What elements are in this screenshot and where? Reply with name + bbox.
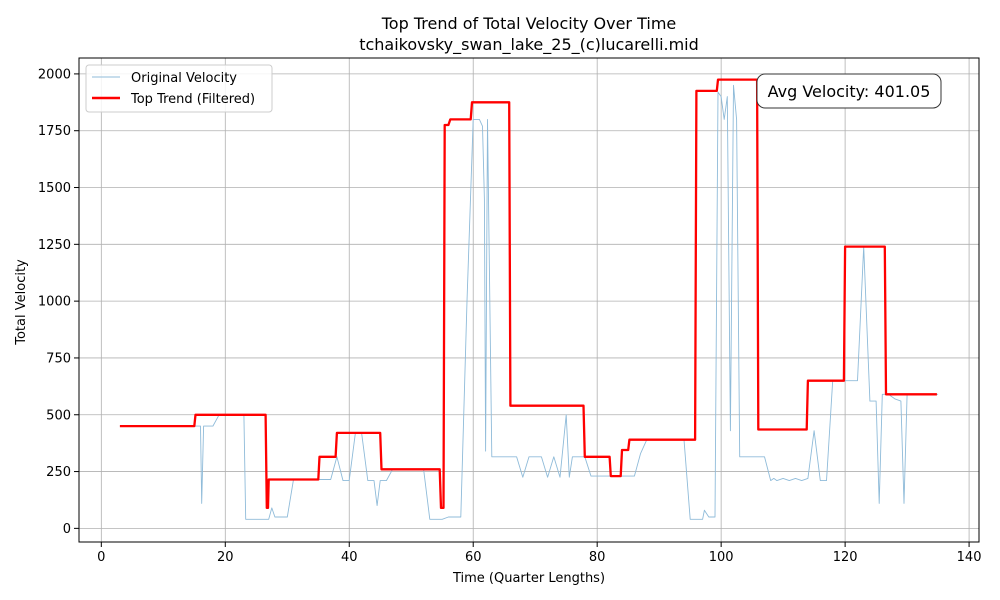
x-tick-label: 20: [217, 550, 234, 565]
x-tick-label: 80: [589, 550, 606, 565]
avg-annotation-text: Avg Velocity: 401.05: [768, 82, 931, 101]
legend-label-trend: Top Trend (Filtered): [130, 92, 255, 107]
x-tick-label: 100: [709, 550, 734, 565]
legend-label-original: Original Velocity: [131, 71, 237, 86]
y-tick-label: 0: [63, 522, 71, 537]
x-tick-label: 120: [833, 550, 858, 565]
chart-subtitle: tchaikovsky_swan_lake_25_(c)lucarelli.mi…: [359, 35, 699, 55]
y-tick-label: 1750: [38, 124, 71, 139]
avg-annotation-box: [756, 73, 942, 109]
plot-frame: [78, 57, 980, 543]
y-tick-label: 250: [46, 465, 71, 480]
y-tick-label: 1500: [38, 181, 71, 196]
y-tick-label: 1000: [38, 295, 71, 310]
y-axis-label: Total Velocity: [14, 259, 29, 346]
original-velocity-line: [119, 84, 939, 520]
tick-layer: 0 20 40 60 80 100 120 140 0 250 500 750 1000 1250 1500…: [38, 67, 982, 565]
y-tick-label: 500: [46, 408, 71, 423]
x-axis-label: Time (Quarter Lengths): [452, 571, 605, 586]
x-tick-label: 140: [957, 550, 982, 565]
x-tick-label: 60: [465, 550, 482, 565]
x-tick-label: 40: [341, 550, 358, 565]
y-tick-label: 2000: [38, 67, 71, 82]
y-tick-label: 1250: [38, 238, 71, 253]
avg-annotation: Avg Velocity: 401.05: [756, 73, 942, 109]
series-layer: [119, 78, 939, 520]
legend: Original Velocity Top Trend (Filtered): [85, 64, 273, 113]
legend-box: [85, 64, 273, 113]
y-tick-label: 750: [46, 351, 71, 366]
chart-title: Top Trend of Total Velocity Over Time: [381, 14, 677, 33]
x-tick-label: 0: [97, 550, 105, 565]
top-trend-line: [119, 78, 937, 510]
